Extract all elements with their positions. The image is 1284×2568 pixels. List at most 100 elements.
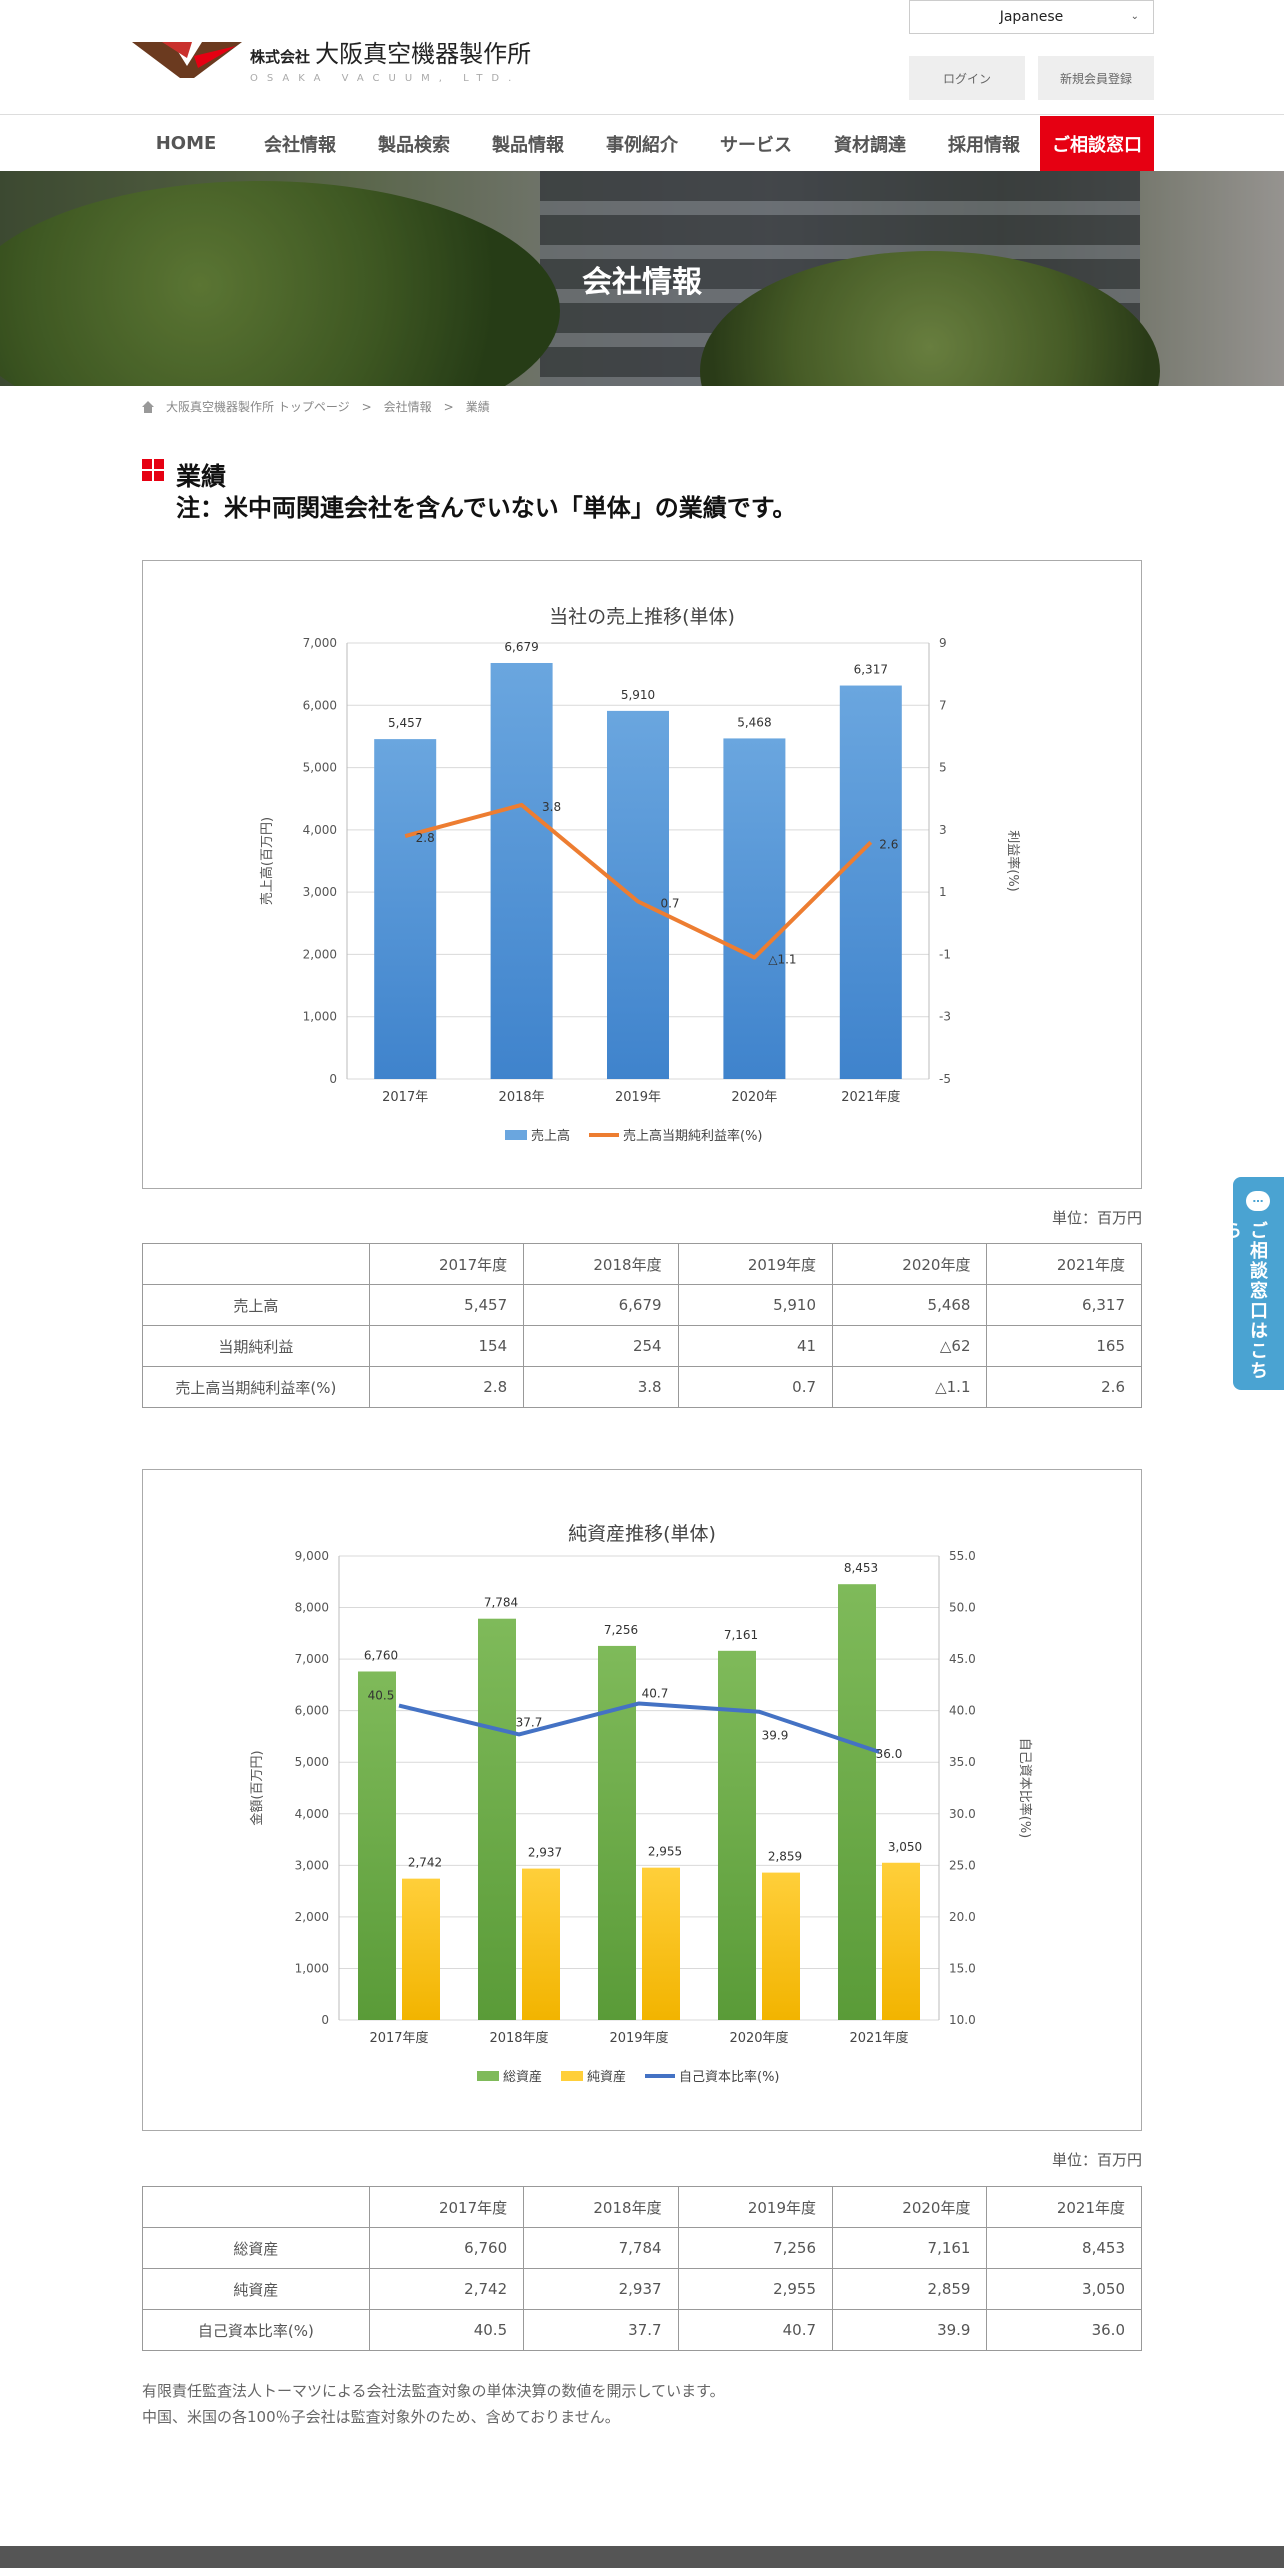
x-tick-label: 2019年 [615,1090,661,1105]
table-row-label: 自己資本比率(%) [142,2309,370,2351]
y-tick-label: 3,000 [295,1858,329,1872]
legend-swatch [505,1130,527,1140]
legend-swatch [477,2071,499,2081]
nav-item-company[interactable]: 会社情報 [264,134,336,156]
nav-item-products[interactable]: 製品情報 [492,134,564,156]
breadcrumb-company[interactable]: 会社情報 [383,400,432,414]
y-tick-label: 0 [321,2013,329,2027]
legend-label: 売上高当期純利益率(%) [623,1128,763,1144]
nav-item-procurement[interactable]: 資材調達 [834,134,906,156]
table-cell: 36.0 [986,2309,1142,2351]
breadcrumb-current: 業績 [465,400,490,414]
company-name-en: OSAKA VACUUM, LTD. [250,73,521,84]
table-cell: 41 [677,1325,834,1367]
contact-side-tab[interactable]: … ご相談窓口はこちら [1221,1177,1284,1390]
language-select[interactable]: Japanese ⌄ [909,0,1154,34]
table-row-label: 総資産 [142,2227,370,2269]
table-cell: 5,468 [832,1284,988,1326]
table-cell: △62 [832,1325,988,1367]
table-header-cell: 2020年度 [832,2186,988,2228]
bar [839,685,902,1079]
legend-label: 売上高 [531,1128,570,1144]
line-data-label: 3.8 [542,800,561,814]
y-tick-label: 5,000 [303,761,337,775]
main-nav: HOME 会社情報 製品検索 製品情報 事例紹介 サービス 資材調達 採用情報 … [0,116,1284,171]
line-data-label: 37.7 [516,1715,543,1729]
y2-tick-label: 40.0 [949,1704,976,1718]
y-tick-label: 5,000 [295,1755,329,1769]
x-tick-label: 2019年度 [609,2030,668,2046]
legend-swatch [561,2071,583,2081]
y-tick-label: 8,000 [295,1601,329,1615]
y-tick-label: 2,000 [295,1910,329,1924]
breadcrumb-separator: > [361,399,372,414]
net-assets-chart-box: 純資産推移(単体) 0 10.0 1,000 15.0 2,000 20.0 3,000 25.… [142,1469,1142,2131]
table-cell: 39.9 [832,2309,988,2351]
sales-table: 2017年度 2018年度 2019年度 2020年度 2021年度 売上高 5… [142,1243,1142,1408]
login-button[interactable]: ログイン [909,56,1025,100]
nav-item-contact[interactable]: ご相談窓口 [1040,116,1154,171]
bar [838,1584,876,2020]
bar-data-label: 5,457 [388,716,422,730]
y-axis-title: 金額(百万円) [249,1750,265,1825]
bar-data-label: 6,317 [854,663,888,677]
table-row: 当期純利益 154 254 41 △62 165 [142,1325,1142,1367]
bar [522,1868,560,2020]
table-row: 売上高 5,457 6,679 5,910 5,468 6,317 [142,1284,1142,1326]
net-assets-chart: 純資産推移(単体) 0 10.0 1,000 15.0 2,000 20.0 3,000 25.… [249,1523,1033,2085]
bar-data-label: 5,910 [621,688,655,702]
company-logo[interactable] [132,38,242,78]
nav-item-service[interactable]: サービス [720,134,792,156]
bar-data-label: 2,859 [768,1850,802,1864]
breadcrumb-top[interactable]: 大阪真空機器製作所 トップページ [166,400,350,414]
bar-data-label: 2,937 [528,1846,562,1860]
table-cell: 3.8 [523,1366,679,1408]
table-header-cell [142,2186,370,2228]
table-row: 売上高当期純利益率(%) 2.8 3.8 0.7 △1.1 2.6 [142,1366,1142,1408]
table-row-label: 売上高 [142,1284,370,1326]
y-tick-label: 6,000 [303,698,337,712]
table-header-cell: 2018年度 [523,2186,679,2228]
table-cell: 2.6 [986,1366,1142,1408]
nav-item-cases[interactable]: 事例紹介 [606,134,678,156]
table-cell: 6,760 [368,2227,525,2269]
y2-tick-label: 35.0 [949,1755,976,1769]
chart-title: 当社の売上推移(単体) [549,606,735,628]
nav-item-home[interactable]: HOME [155,133,217,154]
legend-label: 純資産 [587,2069,626,2085]
y2-tick-label: 50.0 [949,1601,976,1615]
breadcrumb: 大阪真空機器製作所 トップページ > 会社情報 > 業績 [142,398,490,415]
register-button[interactable]: 新規会員登録 [1038,56,1154,100]
hero-title: 会社情報 [582,265,702,300]
x-tick-label: 2017年度 [369,2030,428,2046]
section-title: 業績 [176,462,227,491]
table-cell: 2,859 [832,2268,988,2310]
y-tick-label: 2,000 [303,947,337,961]
table-cell: 254 [523,1325,679,1367]
table-cell: △1.1 [832,1366,988,1408]
table-row: 自己資本比率(%) 40.5 37.7 40.7 39.9 36.0 [142,2309,1142,2351]
sales-chart: 当社の売上推移(単体) 0 -5 1,000 -3 2,000 -1 3,000 1 4,000 3… [259,606,1021,1144]
table-header-cell: 2019年度 [677,2186,834,2228]
bar-data-label: 2,742 [408,1856,442,1870]
footnote-1: 有限責任監査法人トーマツによる会社法監査対象の単体決算の数値を開示しています。 [142,2382,725,2400]
bar [358,1671,396,2020]
company-name: 大阪真空機器製作所 [315,40,532,68]
hero-banner: 会社情報 [0,171,1284,386]
nav-item-recruit[interactable]: 採用情報 [948,134,1020,156]
nav-item-product-search[interactable]: 製品検索 [378,134,450,156]
table-header-cell: 2017年度 [368,2186,525,2228]
table-header-row: 2017年度 2018年度 2019年度 2020年度 2021年度 [142,1243,1142,1285]
y-tick-label: 4,000 [295,1807,329,1821]
company-name-block[interactable]: 株式会社 大阪真空機器製作所 OSAKA VACUUM, LTD. [250,34,531,84]
bar [718,1650,756,2020]
y2-axis-title: 利益率(%) [1005,830,1021,892]
bar [607,710,669,1079]
breadcrumb-separator: > [443,399,454,414]
table-cell: 2.8 [368,1366,525,1408]
bar [598,1645,636,2020]
net-assets-table: 2017年度 2018年度 2019年度 2020年度 2021年度 総資産 6… [142,2186,1142,2351]
table-cell: 165 [986,1325,1142,1367]
y-tick-label: 1,000 [295,1961,329,1975]
table-row-label: 売上高当期純利益率(%) [142,1366,370,1408]
